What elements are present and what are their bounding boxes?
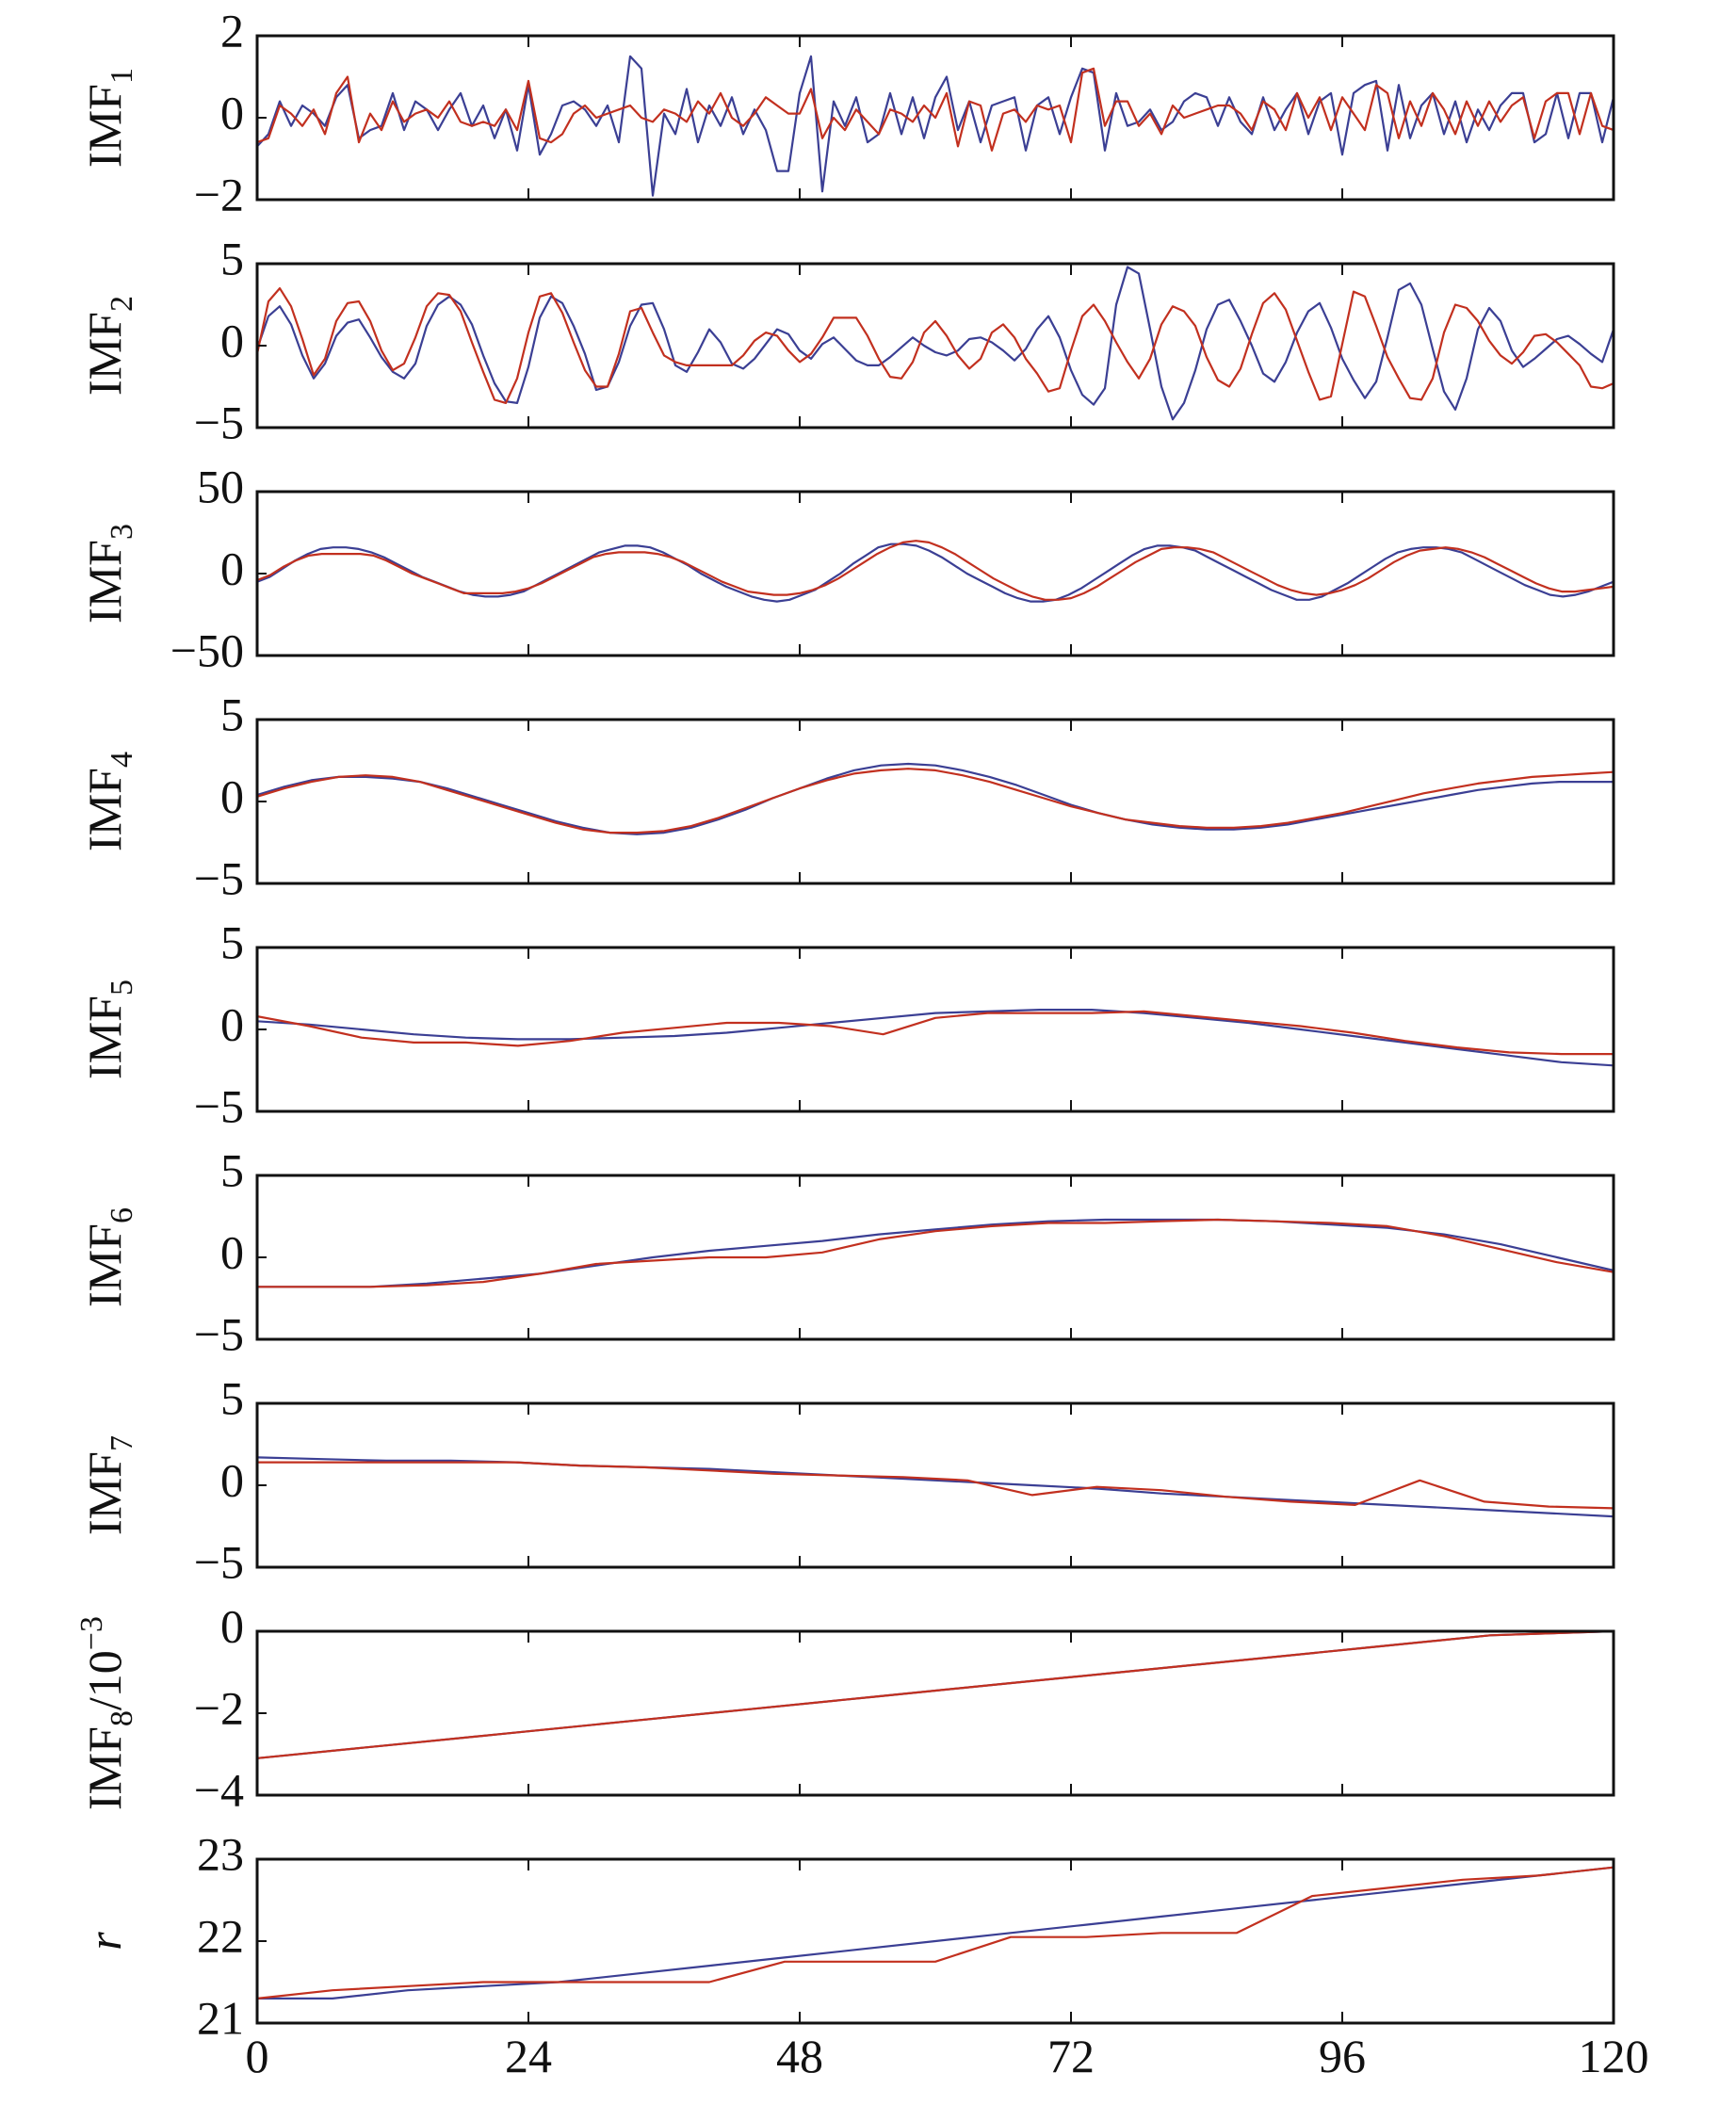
x-tick-label: 120 [1579, 2030, 1649, 2082]
y-tick-label: 5 [220, 232, 244, 284]
panel-frame [255, 1401, 1615, 1569]
x-tick-label: 48 [776, 2030, 823, 2082]
y-tick-label: 5 [220, 1143, 244, 1196]
y-tick-label: 0 [220, 86, 244, 138]
series-line-blue [257, 55, 1614, 197]
panel-frame [255, 490, 1615, 657]
panel-4: 5 0 −5 IMF4 [78, 688, 1615, 904]
y-tick-label: 5 [220, 1371, 244, 1424]
y-tick-label: 0 [220, 769, 244, 822]
series-line-red [257, 67, 1614, 152]
x-tick-label: 96 [1319, 2030, 1366, 2082]
y-tick-label: −5 [194, 1307, 244, 1360]
y-tick-label: 0 [220, 314, 244, 366]
y-tick-label: 22 [197, 1909, 244, 1962]
y-axis-label: IMF2 [78, 296, 139, 396]
y-tick-label: 0 [220, 1225, 244, 1278]
y-tick-label: 0 [220, 542, 244, 594]
panel-2: 5 0 −5 IMF2 [78, 232, 1615, 448]
series-line-blue [257, 542, 1614, 603]
y-tick-label: 5 [220, 688, 244, 740]
series-line-red [257, 540, 1614, 601]
y-axis-label: r [78, 1932, 131, 1951]
x-tick-label: 24 [505, 2030, 552, 2082]
y-tick-label: −5 [194, 396, 244, 448]
y-axis-label: IMF5 [78, 980, 139, 1079]
y-tick-label: −5 [194, 1079, 244, 1132]
panel-frame [255, 1629, 1615, 1797]
series-line-blue [257, 266, 1614, 421]
x-axis: 0 24 48 72 96 120 [246, 2030, 1649, 2082]
y-tick-label: 50 [197, 460, 244, 512]
series-line-red [257, 1866, 1614, 2000]
y-axis-label: IMF7 [78, 1435, 139, 1535]
series-line-red [257, 1631, 1614, 1759]
y-axis-label: IMF3 [78, 524, 139, 623]
series-line-red [257, 768, 1614, 834]
panel-6: 5 0 −5 IMF6 [78, 1143, 1615, 1360]
panel-frame [255, 262, 1615, 429]
series-line-blue [257, 1008, 1614, 1067]
y-tick-label: −5 [194, 1535, 244, 1588]
y-axis-label: IMF8/10−3 [74, 1616, 139, 1810]
panels-group: 20−2IMF150−5IMF2500−50IMF350−5IMF450−5IM… [74, 4, 1649, 2082]
series-line-red [257, 1461, 1614, 1510]
panel-1: 2 0 −2 IMF1 [78, 4, 1615, 220]
y-tick-label: 2 [220, 4, 244, 57]
y-axis-label: IMF4 [78, 752, 139, 851]
panel-3: 50 0 −50 IMF3 [78, 460, 1615, 676]
panel-frame [255, 1174, 1615, 1341]
y-tick-label: 5 [220, 915, 244, 968]
y-axis-label: IMF6 [78, 1207, 139, 1307]
y-tick-label: 23 [197, 1827, 244, 1880]
series-line-red [257, 287, 1614, 404]
y-tick-label: 0 [220, 1599, 244, 1652]
series-line-red [257, 1010, 1614, 1056]
x-tick-label: 72 [1047, 2030, 1095, 2082]
y-tick-label: 21 [197, 1991, 244, 2044]
y-tick-label: −2 [194, 1681, 244, 1734]
y-tick-label: −50 [170, 623, 244, 676]
panel-frame [255, 946, 1615, 1113]
series-line-blue [257, 1456, 1614, 1518]
y-tick-label: −4 [194, 1763, 244, 1816]
series-line-blue [257, 762, 1614, 835]
series-line-blue [257, 1631, 1614, 1759]
series-line-red [257, 1218, 1614, 1288]
series-line-blue [257, 1866, 1614, 2000]
y-tick-label: 0 [220, 997, 244, 1050]
panel-9: 23 22 21 r [78, 1827, 1615, 2044]
panel-5: 5 0 −5 IMF5 [78, 915, 1615, 1132]
y-tick-label: −2 [194, 168, 244, 220]
y-tick-label: −5 [194, 851, 244, 904]
x-tick-label: 0 [246, 2030, 269, 2082]
panel-7: 5 0 −5 IMF7 [78, 1371, 1615, 1588]
y-axis-label: IMF1 [78, 68, 139, 168]
panel-8: 0 −2 −4 IMF8/10−3 [74, 1599, 1615, 1816]
y-tick-label: 0 [220, 1453, 244, 1506]
series-line-blue [257, 1218, 1614, 1288]
